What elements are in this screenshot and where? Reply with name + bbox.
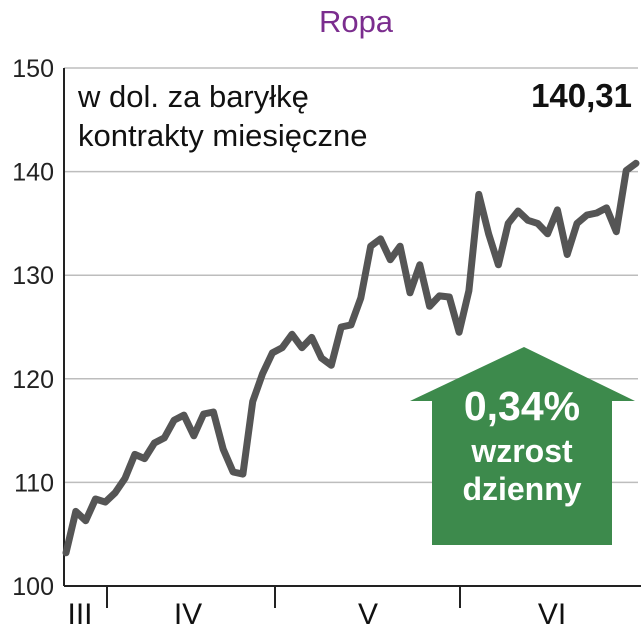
daily-change-value: 0,34% — [464, 383, 580, 429]
y-tick-label: 140 — [12, 159, 54, 187]
up-arrow-icon — [410, 347, 635, 545]
month-label: III — [67, 598, 92, 631]
y-tick-label: 150 — [12, 55, 54, 83]
month-label: IV — [174, 598, 202, 631]
month-separators — [106, 586, 461, 608]
chart-title: Ropa — [319, 4, 394, 39]
y-tick-label: 110 — [14, 469, 54, 497]
last-value-label: 140,31 — [531, 77, 632, 114]
y-tick-label: 120 — [12, 366, 54, 394]
month-label: V — [358, 598, 378, 631]
month-label: VI — [538, 598, 566, 631]
y-tick-label: 100 — [12, 573, 54, 601]
daily-change-label-1: wzrost — [470, 433, 573, 469]
daily-change-label-2: dzienny — [462, 471, 581, 507]
subtitle-line-1: w dol. za baryłkę — [77, 79, 309, 114]
y-axis-ticks: 100 110 120 130 140 150 — [12, 55, 54, 601]
y-tick-label: 130 — [12, 262, 54, 290]
price-series-line — [62, 159, 640, 557]
subtitle-line-2: kontrakty miesięczne — [78, 118, 367, 153]
daily-change-badge: 0,34% wzrost dzienny — [410, 347, 635, 545]
x-axis-months: III IV V VI — [67, 598, 566, 631]
